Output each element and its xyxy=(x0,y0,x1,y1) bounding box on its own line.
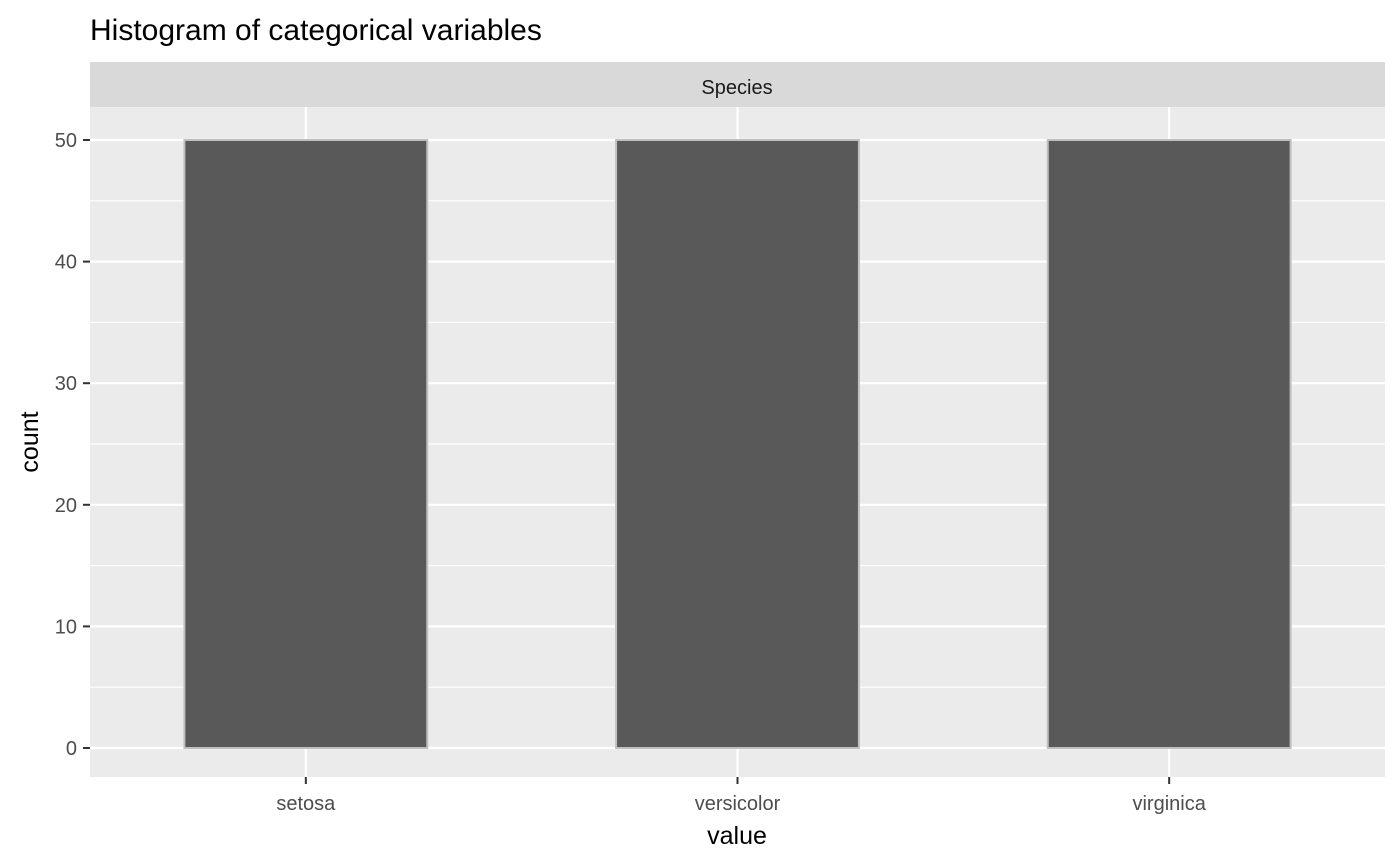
y-axis-title: count xyxy=(16,411,44,472)
bar-virginica xyxy=(1046,139,1292,749)
y-tick-label: 30 xyxy=(55,373,77,395)
y-axis: 0 10 20 30 40 50 xyxy=(55,130,90,760)
x-tick-label-versicolor: versicolor xyxy=(695,793,781,815)
y-tick-label: 40 xyxy=(55,252,77,274)
y-tick-label: 0 xyxy=(66,738,77,760)
y-tick-label: 10 xyxy=(55,616,77,638)
x-axis-title: value xyxy=(707,822,767,850)
x-tick-label-setosa: setosa xyxy=(276,793,336,815)
facet-strip-label: Species xyxy=(701,77,772,99)
bar-versicolor xyxy=(615,139,860,749)
chart-title: Histogram of categorical variables xyxy=(90,14,542,47)
x-axis: setosa versicolor virginica xyxy=(276,777,1207,815)
facet-strip xyxy=(90,62,1385,107)
x-tick-label-virginica: virginica xyxy=(1132,793,1206,815)
y-tick-label: 50 xyxy=(55,130,77,152)
bar-setosa xyxy=(183,139,429,749)
bars xyxy=(183,139,1292,749)
y-tick-label: 20 xyxy=(55,495,77,517)
